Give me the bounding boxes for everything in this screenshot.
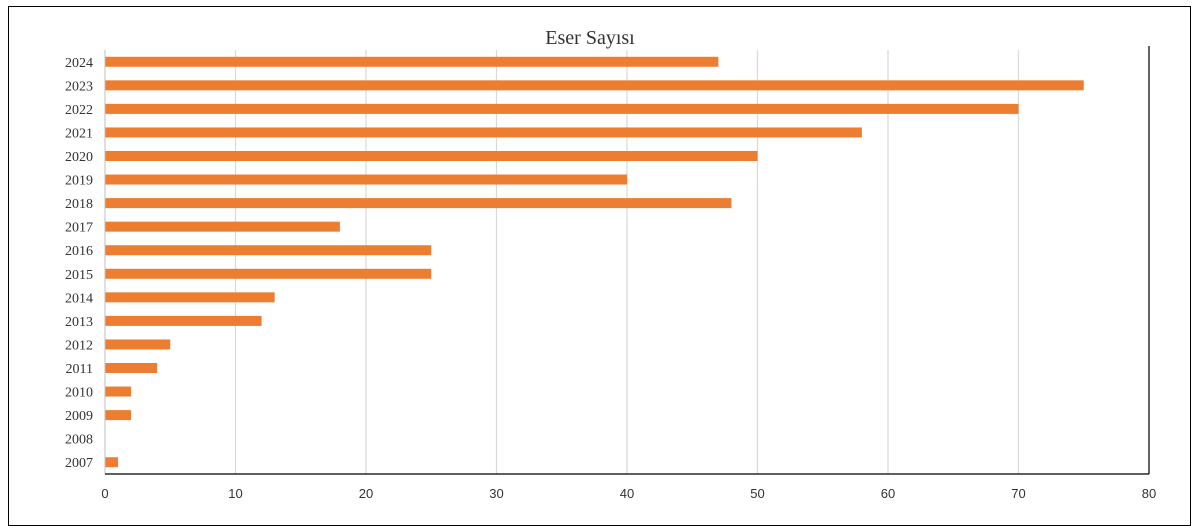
chart-frame [8,6,1191,526]
bar-2022 [105,103,1019,114]
y-tick-labels: 2024 2023 2022 2021 2020 2019 2018 2017 2016 2015… [65,56,93,471]
bar-2007 [105,457,119,468]
y-tick-label: 2007 [65,456,93,471]
bar-2016 [105,245,432,256]
bar-2013 [105,315,262,326]
y-tick-label: 2024 [65,56,93,71]
y-tick-label: 2022 [65,103,93,118]
y-tick-label: 2008 [65,433,93,448]
x-tick-label: 10 [228,486,242,501]
y-tick-label: 2013 [65,315,93,330]
axes [104,46,1150,475]
y-tick-label: 2014 [65,291,93,306]
gridlines [234,50,1150,474]
bar-2021 [105,127,862,138]
bar-2010 [105,386,132,397]
y-tick-label: 2012 [65,338,93,353]
x-tick-label: 0 [101,486,108,501]
bar-2019 [105,174,627,185]
y-tick-label: 2018 [65,197,93,212]
chart-title: Eser Sayısı [545,27,635,49]
x-tick-label: 50 [750,486,764,501]
x-tick-label: 40 [620,486,634,501]
y-tick-label: 2020 [65,150,93,165]
bar-chart: Eser Sayısı 2024 2023 2022 2021 2020 2019 2018… [65,27,1156,501]
bar-2018 [105,198,732,209]
x-tick-label: 30 [489,486,503,501]
bar-2014 [105,292,275,303]
bar-2009 [105,410,132,421]
bars [105,56,1084,468]
bar-2011 [105,363,158,373]
x-tick-labels: 0 10 20 30 40 50 60 70 80 [101,486,1156,501]
bar-2020 [105,151,758,161]
y-tick-label: 2011 [66,362,93,377]
y-tick-label: 2015 [65,268,93,283]
y-tick-label: 2023 [65,79,93,94]
y-tick-label: 2010 [65,386,93,401]
bar-2015 [105,268,432,279]
x-tick-label: 60 [881,486,895,501]
y-tick-label: 2009 [65,409,93,424]
y-tick-label: 2021 [65,126,93,141]
y-tick-label: 2017 [65,221,93,236]
x-tick-label: 20 [359,486,373,501]
y-tick-label: 2019 [65,174,93,189]
x-tick-label: 70 [1011,486,1025,501]
bar-2012 [105,339,171,350]
bar-2023 [105,80,1084,91]
bar-2017 [105,221,340,232]
bar-2024 [105,56,719,67]
y-tick-label: 2016 [65,244,93,259]
x-tick-label: 80 [1142,486,1156,501]
